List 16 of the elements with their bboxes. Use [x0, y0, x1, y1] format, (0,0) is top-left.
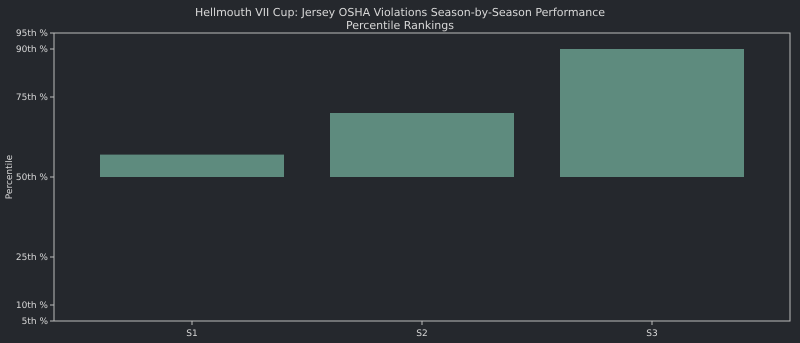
x-tick-label: S1	[186, 329, 198, 339]
bar	[330, 113, 514, 177]
y-tick-label: 50th %	[16, 172, 48, 183]
y-axis-title: Percentile	[5, 154, 15, 200]
y-tick-label: 95th %	[16, 28, 48, 39]
y-tick-label: 75th %	[16, 92, 48, 103]
bar	[560, 49, 744, 177]
bar	[100, 154, 284, 177]
y-tick-label: 25th %	[16, 252, 48, 263]
y-tick-label: 90th %	[16, 44, 48, 55]
x-tick-label: S3	[646, 329, 658, 339]
chart-title: Hellmouth VII Cup: Jersey OSHA Violations Season-by-Season Performance	[194, 6, 606, 19]
y-tick-label: 5th %	[22, 316, 48, 327]
chart-subtitle: Percentile Rankings	[346, 19, 454, 32]
y-tick-label: 10th %	[16, 300, 48, 311]
x-tick-label: S2	[416, 329, 428, 339]
